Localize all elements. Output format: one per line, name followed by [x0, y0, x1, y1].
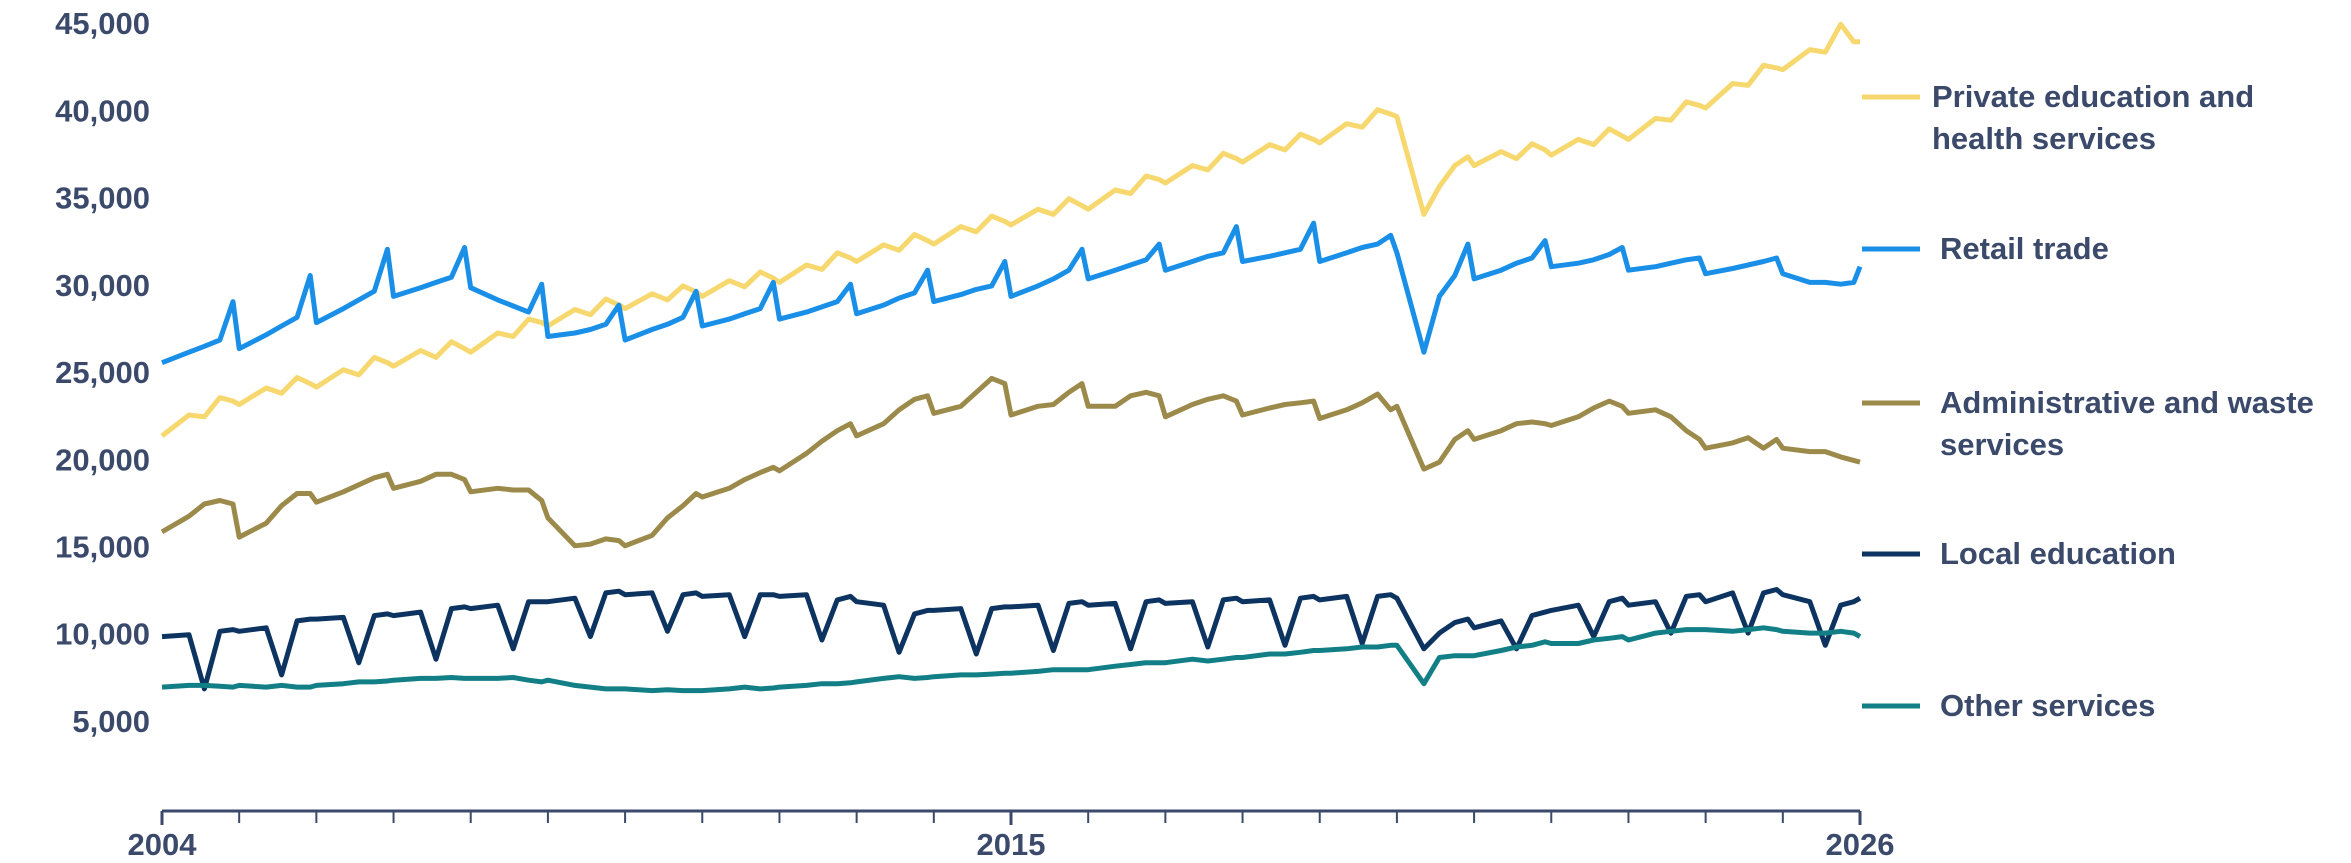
- y-tick-label: 25,000: [55, 355, 150, 390]
- y-tick-label: 35,000: [55, 181, 150, 216]
- x-tick-label: 2004: [128, 827, 198, 862]
- legend-label: Retail trade: [1940, 231, 2109, 266]
- y-tick-label: 30,000: [55, 268, 150, 303]
- y-tick-label: 10,000: [55, 617, 150, 652]
- y-tick-label: 40,000: [55, 93, 150, 128]
- y-tick-label: 20,000: [55, 442, 150, 477]
- y-tick-label: 5,000: [72, 704, 150, 739]
- series-line: [161, 587, 1862, 692]
- x-tick-label: 2026: [1826, 827, 1895, 862]
- series-line: [160, 375, 1861, 549]
- legend-label: Local education: [1940, 536, 2176, 571]
- series-line: [161, 220, 1863, 366]
- legend-label: Administrative and waste services: [1940, 385, 2314, 462]
- series-line: [161, 625, 1862, 694]
- y-tick-label: 15,000: [55, 530, 150, 565]
- y-tick-label: 45,000: [55, 6, 150, 41]
- series-line: [160, 21, 1860, 438]
- legend-label: Other services: [1940, 688, 2156, 723]
- legend-label: Private education and health services: [1932, 79, 2255, 156]
- x-tick-label: 2015: [977, 827, 1046, 862]
